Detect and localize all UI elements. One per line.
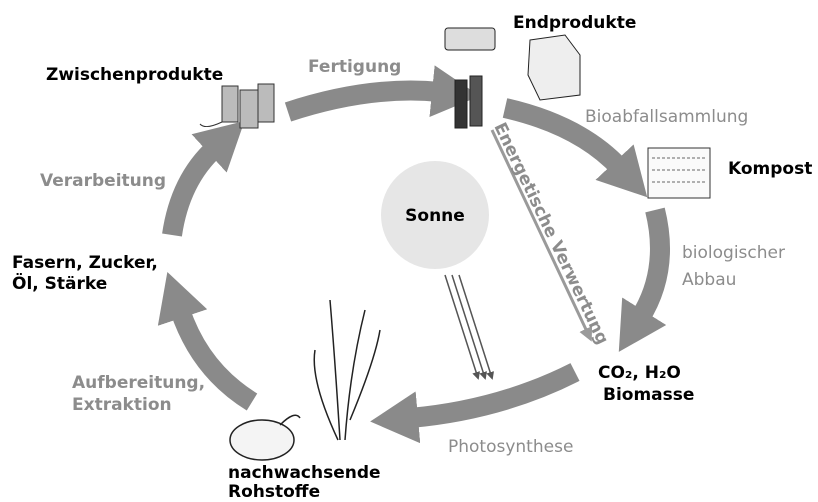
icon-compost	[648, 148, 710, 198]
label-line: nachwachsende	[228, 463, 381, 483]
label-line: Photosynthese	[448, 437, 573, 457]
label-line: Rohstoffe	[228, 482, 320, 502]
label-line: CO₂, H₂O	[598, 363, 681, 383]
edge-label: Photosynthese	[448, 437, 573, 457]
node-label: Kompost	[728, 159, 812, 179]
label-line: Extraktion	[72, 395, 172, 415]
edge-label: biologischer Abbau	[682, 243, 785, 290]
label-line: Aufbereitung,	[72, 373, 205, 393]
node-label: Fasern, Zucker,Öl, Stärke	[12, 253, 158, 294]
icon-plants	[230, 300, 380, 460]
label-line: Fasern, Zucker,	[12, 253, 158, 273]
edge-label: Verarbeitung	[40, 171, 166, 191]
node-label: Zwischenprodukte	[46, 65, 223, 85]
label-line: Verarbeitung	[40, 171, 166, 191]
edge-label: Fertigung	[308, 57, 401, 77]
edge-label: Aufbereitung,Extraktion	[72, 373, 205, 415]
label-line: Biomasse	[603, 385, 694, 405]
diagram: Endprodukte Zwischenprodukte Kompost Fas…	[0, 0, 818, 502]
arrow	[640, 210, 660, 318]
sun-label: Sonne	[405, 206, 465, 226]
label-line: Fertigung	[308, 57, 401, 77]
label-line: biologischer	[682, 243, 785, 263]
label-line: Öl, Stärke	[12, 272, 107, 294]
label-line: Sonne	[405, 206, 465, 226]
label-line: Kompost	[728, 159, 812, 179]
arrow	[410, 372, 575, 418]
icon-spools	[200, 84, 274, 128]
label-line: Abbau	[682, 270, 736, 290]
edge-label: Bioabfallsammlung	[585, 107, 748, 127]
arrow	[288, 91, 440, 112]
node-label: Endprodukte	[513, 13, 636, 33]
label-line: Bioabfallsammlung	[585, 107, 748, 127]
label-line: Zwischenprodukte	[46, 65, 223, 85]
label-line: Endprodukte	[513, 13, 636, 33]
arrow	[172, 148, 215, 235]
sun-rays	[445, 275, 492, 378]
